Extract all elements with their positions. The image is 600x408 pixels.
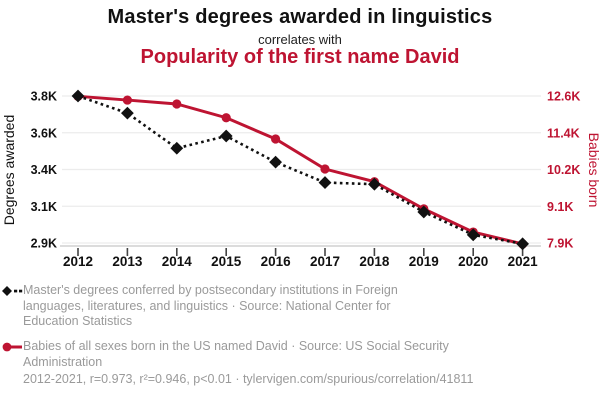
diamond-marker	[368, 177, 381, 191]
diamond-marker	[318, 176, 332, 189]
y-tick-label-right: 12.6K	[547, 90, 580, 104]
x-tick-label: 2014	[162, 254, 193, 269]
y-tick-label-right: 11.4K	[547, 126, 580, 140]
x-tick-label: 2020	[458, 254, 488, 269]
diamond-marker	[121, 106, 134, 120]
legend-text-babies: Babies of all sexes born in the US named…	[23, 339, 449, 369]
red-circle-solid-line-icon	[2, 342, 22, 352]
dual-axis-line-chart: 2012 2013 2014 2015 2016 2017 2018 2019 2020 2021…	[1, 89, 600, 270]
circle-marker	[221, 113, 231, 123]
y-axis-left-ticks: 3.8K 3.6K 3.4K 3.1K 2.9K	[31, 90, 57, 251]
diamond-marker	[71, 89, 85, 103]
x-axis: 2012 2013 2014 2015 2016 2017 2018 2019 2020 2021	[60, 245, 541, 269]
stats-footer: 2012-2021, r=0.973, r²=0.946, p<0.01 · t…	[23, 372, 474, 386]
diamond-marker	[516, 237, 529, 251]
y-tick-label-left: 3.1K	[31, 200, 57, 214]
circle-marker	[320, 164, 330, 174]
x-tick-label: 2013	[112, 254, 143, 269]
left-axis-title: Degrees awarded	[1, 115, 17, 226]
diamond-marker	[219, 129, 233, 143]
circle-marker	[122, 95, 132, 105]
y-tick-label-left: 3.6K	[31, 126, 57, 140]
y-tick-label-right: 9.1K	[547, 200, 573, 214]
legend-item-degrees: Master's degrees conferred by postsecond…	[2, 283, 598, 330]
chart-title-secondary: Popularity of the first name David	[140, 46, 460, 68]
series-babies	[73, 91, 528, 249]
x-tick-label: 2016	[261, 254, 292, 269]
circle-marker	[271, 134, 281, 144]
y-tick-label-right: 7.9K	[547, 237, 573, 251]
y-tick-label-left: 2.9K	[31, 237, 57, 251]
y-tick-label-right: 10.2K	[547, 163, 580, 177]
series-degrees	[71, 89, 529, 251]
correlates-with-label: correlates with	[258, 32, 342, 47]
gridlines	[62, 95, 541, 244]
x-tick-label: 2021	[508, 254, 539, 269]
legend-item-babies: Babies of all sexes born in the US named…	[2, 339, 598, 370]
y-tick-label-left: 3.8K	[31, 90, 57, 104]
chart-title-primary: Master's degrees awarded in linguistics	[107, 6, 493, 28]
diamond-marker	[170, 141, 184, 155]
x-tick-label: 2018	[359, 254, 390, 269]
x-tick-label: 2012	[63, 254, 93, 269]
x-tick-label: 2017	[310, 254, 340, 269]
diamond-marker	[466, 228, 480, 242]
circle-marker	[172, 99, 182, 109]
diamond-marker	[417, 205, 431, 219]
y-axis-right-ticks: 12.6K 11.4K 10.2K 9.1K 7.9K	[547, 90, 580, 251]
legend-text-degrees: Master's degrees conferred by postsecond…	[23, 283, 398, 329]
y-tick-label-left: 3.4K	[31, 163, 57, 177]
x-tick-label: 2015	[211, 254, 242, 269]
x-tick-label: 2019	[409, 254, 439, 269]
diamond-marker	[269, 155, 282, 169]
right-axis-title: Babies born	[586, 133, 600, 208]
black-diamond-dotted-line-icon	[2, 286, 23, 296]
